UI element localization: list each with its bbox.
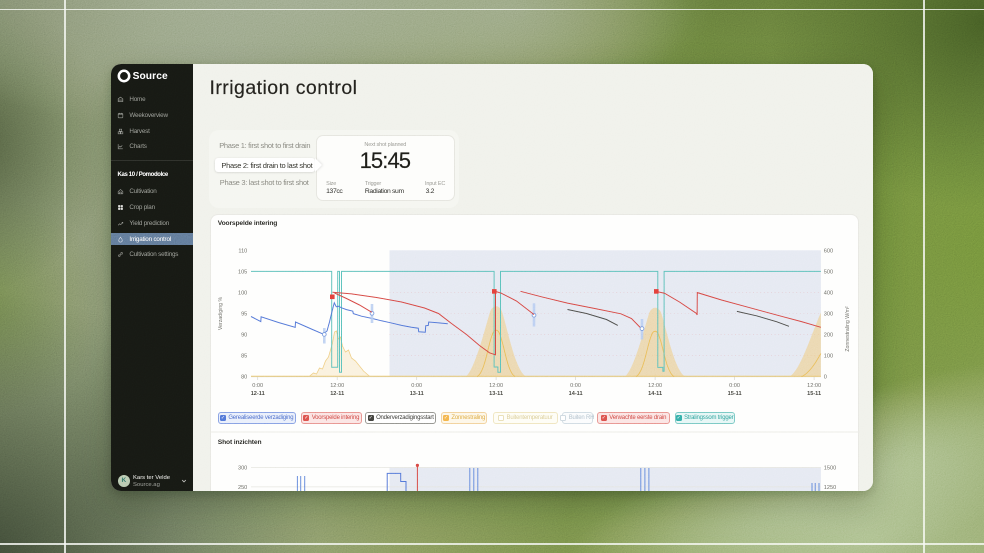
svg-text:100: 100 (237, 290, 246, 296)
svg-text:13-11: 13-11 (489, 391, 503, 397)
svg-text:14-11: 14-11 (648, 391, 662, 397)
svg-text:0:00: 0:00 (570, 383, 581, 389)
svg-text:Zonnestraling W/m²: Zonnestraling W/m² (845, 306, 851, 352)
svg-text:12-11: 12-11 (250, 391, 264, 397)
svg-text:15-11: 15-11 (807, 391, 821, 397)
svg-text:0:00: 0:00 (729, 383, 740, 389)
svg-text:250: 250 (237, 485, 246, 491)
svg-text:95: 95 (241, 312, 247, 318)
svg-text:100: 100 (823, 354, 832, 360)
svg-text:90: 90 (241, 333, 247, 339)
svg-text:12:00: 12:00 (330, 383, 344, 389)
svg-text:12-11: 12-11 (330, 391, 344, 397)
svg-text:600: 600 (823, 248, 832, 254)
svg-text:12:00: 12:00 (648, 383, 662, 389)
svg-text:0:00: 0:00 (411, 383, 422, 389)
svg-text:12:00: 12:00 (807, 383, 821, 389)
svg-text:105: 105 (237, 269, 246, 275)
svg-text:400: 400 (823, 290, 832, 296)
svg-text:1250: 1250 (823, 485, 835, 491)
svg-text:110: 110 (238, 248, 247, 254)
svg-text:Verzadiging %: Verzadiging % (218, 297, 224, 331)
svg-text:85: 85 (241, 354, 247, 360)
svg-text:0:00: 0:00 (252, 383, 263, 389)
svg-text:0: 0 (823, 375, 826, 381)
svg-text:200: 200 (823, 333, 832, 339)
svg-text:13-11: 13-11 (409, 391, 423, 397)
svg-text:15-11: 15-11 (727, 391, 741, 397)
svg-text:500: 500 (823, 269, 832, 275)
svg-text:80: 80 (241, 375, 247, 381)
svg-text:12:00: 12:00 (489, 383, 503, 389)
svg-text:300: 300 (237, 465, 246, 471)
svg-text:1500: 1500 (823, 465, 835, 471)
svg-text:14-11: 14-11 (568, 391, 582, 397)
svg-text:300: 300 (823, 312, 832, 318)
